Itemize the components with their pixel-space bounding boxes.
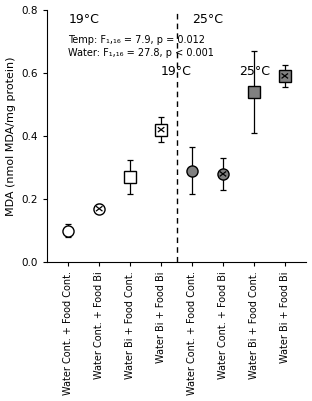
Text: 25°C: 25°C	[239, 65, 270, 78]
Text: 19°C: 19°C	[68, 13, 99, 26]
Y-axis label: MDA (nmol MDA/mg protein): MDA (nmol MDA/mg protein)	[6, 56, 16, 216]
Text: 25°C: 25°C	[192, 13, 223, 26]
Text: Temp: F₁,₁₆ = 7.9, p = 0.012
Water: F₁,₁₆ = 27.8, p < 0.001: Temp: F₁,₁₆ = 7.9, p = 0.012 Water: F₁,₁…	[68, 35, 214, 58]
Text: 19°C: 19°C	[161, 65, 192, 78]
